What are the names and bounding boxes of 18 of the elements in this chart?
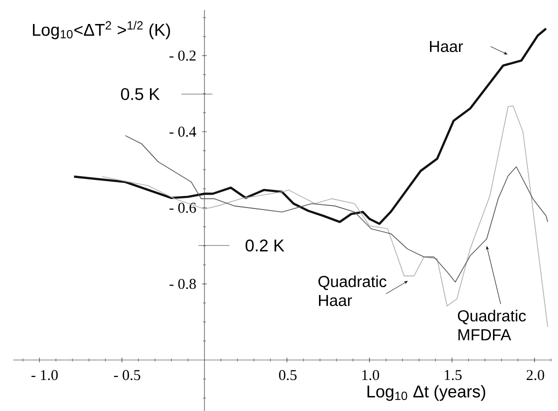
y-tick-label: - 0.2	[170, 50, 196, 61]
annotation: 0.2 K	[246, 239, 284, 252]
y-tick-label: - 0.8	[170, 278, 196, 290]
x-tick-label: 2.0	[526, 370, 544, 380]
line-series	[102, 105, 548, 328]
series-label: Quadratic MFDFA	[458, 310, 526, 340]
annotation: 0.5 K	[121, 88, 160, 100]
y-axis-title: Log$_{10}$<ΔT$^{2}$ >$^{1/2}$ (K)	[32, 20, 170, 40]
x-tick-label: - 1.0	[31, 370, 58, 380]
series-label: Quadratic Haar	[318, 275, 386, 306]
y-tick-label: - 0.4	[170, 126, 196, 137]
x-tick-label: 1.5	[444, 370, 462, 380]
x-tick-label: 1.0	[362, 370, 380, 380]
x-tick-label: 0.5	[279, 370, 297, 380]
text: Haar	[430, 40, 463, 52]
y-tick-label: - 0.6	[170, 202, 196, 213]
x-tick-label: - 0.5	[114, 370, 140, 380]
x-axis-title: Log$_{10}$ Δt (years)	[368, 385, 486, 401]
